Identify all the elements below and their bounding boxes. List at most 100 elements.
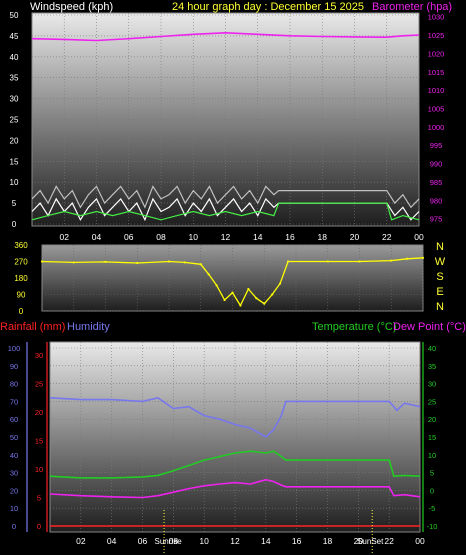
humidity-tick-label: 40 [10, 451, 18, 460]
direction-compass-label: S [436, 271, 443, 283]
direction-axis: 0 90 180 270 360 [14, 241, 28, 316]
temperature-tick-label: 25 [428, 397, 436, 406]
temperature-title: Temperature (°C) [312, 321, 396, 333]
temperature-tick-label: -10 [427, 522, 438, 531]
direction-point [358, 260, 361, 263]
bottom-series [49, 396, 421, 527]
direction-tick-label: 0 [19, 307, 24, 316]
humidity-line [49, 396, 421, 438]
wind-tick-label: 5 [12, 199, 17, 208]
direction-point [421, 256, 425, 259]
direction-point [215, 284, 218, 287]
temperature-tick-label: -5 [429, 504, 436, 513]
humidity-tick-label: 80 [10, 380, 18, 389]
time-tick-label: 04 [92, 232, 102, 242]
direction-point [390, 259, 393, 262]
humidity-tick-label: 10 [10, 504, 18, 513]
rainfall-tick-label: 20 [35, 408, 43, 417]
temperature-tick-label: 20 [428, 415, 436, 424]
direction-point [40, 260, 44, 263]
sunset-label: SunSet [357, 537, 384, 546]
direction-compass-label: N [436, 301, 444, 313]
time-tick-label: 00 [414, 232, 424, 242]
rainfall-tick-label: 15 [35, 437, 43, 446]
time-tick-label: 22 [384, 536, 394, 546]
humidity-tick-label: 0 [12, 522, 16, 531]
time-tick-label: 08 [169, 536, 179, 546]
direction-point [239, 304, 242, 307]
baro-tick-label: 1020 [428, 49, 445, 58]
humidity-tick-label: 20 [10, 486, 18, 495]
rainfall-tick-label: 25 [35, 380, 43, 389]
wind-tick-label: 50 [10, 11, 19, 20]
humidity-tick-label: 90 [10, 362, 18, 371]
time-tick-label: 06 [124, 232, 134, 242]
wind-tick-label: 10 [10, 178, 19, 187]
baro-tick-label: 985 [430, 178, 443, 187]
wind-tick-label: 20 [10, 136, 19, 145]
direction-point [136, 261, 139, 265]
rainfall-tick-label: 0 [37, 522, 41, 531]
direction-point [271, 293, 274, 296]
wind-tick-label: 30 [10, 95, 19, 104]
time-tick-label: 22 [382, 232, 392, 242]
barometer-line [31, 31, 420, 42]
time-tick-label: 00 [415, 536, 425, 546]
time-tick-label: 12 [230, 536, 240, 546]
graph-date-title: 24 hour graph day : December 15 2025 [172, 1, 364, 13]
baro-tick-label: 980 [430, 196, 443, 205]
time-tick-label: 02 [60, 232, 70, 242]
sun-markers: Sunrise SunSet [155, 510, 384, 555]
temperature-tick-label: 10 [428, 451, 436, 460]
dewpoint-line [49, 478, 421, 499]
time-tick-label: 16 [292, 536, 302, 546]
time-tick-label: 14 [253, 232, 263, 242]
time-tick-label: 10 [189, 232, 199, 242]
direction-tick-label: 360 [14, 241, 28, 250]
baro-tick-label: 995 [430, 141, 443, 150]
time-axis-top: 02 04 06 08 10 12 14 16 18 20 22 00 [60, 232, 424, 242]
temperature-tick-label: 35 [428, 362, 436, 371]
windspeed-title: Windspeed (kph) [30, 1, 113, 13]
rainfall-title: Rainfall (mm) [0, 321, 65, 333]
temp-plot-area [49, 341, 421, 533]
humidity-tick-label: 50 [10, 433, 18, 442]
time-tick-label: 04 [107, 536, 117, 546]
direction-point [255, 297, 258, 300]
wind-tick-label: 45 [10, 32, 19, 41]
temperature-tick-label: 0 [430, 486, 434, 495]
baro-tick-label: 1010 [428, 86, 445, 95]
top-series [31, 31, 420, 222]
direction-point [326, 260, 329, 263]
direction-tick-label: 270 [14, 258, 28, 267]
rainfall-tick-label: 5 [37, 494, 41, 503]
humidity-tick-label: 60 [10, 415, 18, 424]
time-tick-label: 12 [221, 232, 231, 242]
temperature-tick-label: 40 [428, 344, 436, 353]
time-tick-label: 16 [285, 232, 295, 242]
sunrise-label: Sunrise [155, 537, 183, 546]
direction-point [207, 273, 210, 276]
temperature-tick-label: 30 [428, 380, 436, 389]
wind_avg-line [31, 202, 420, 221]
direction-point [406, 257, 409, 260]
direction-point [72, 261, 75, 264]
humidity-tick-label: 30 [10, 469, 18, 478]
time-tick-label: 18 [318, 232, 328, 242]
direction-tick-label: 90 [17, 291, 26, 300]
temperature-tick-label: 5 [430, 469, 434, 478]
baro-tick-label: 1000 [428, 123, 445, 132]
top-right-axis: 975 980 985 990 995 1000 1005 1010 1015 1020 1025 1… [428, 13, 445, 224]
direction-compass-label: N [436, 241, 444, 253]
time-tick-label: 08 [156, 232, 166, 242]
humidity-tick-label: 70 [10, 397, 18, 406]
temperature-tick-label: 15 [428, 433, 436, 442]
top-left-axis: 0 5 10 15 20 25 30 35 40 45 50 [10, 11, 19, 229]
time-tick-label: 02 [76, 536, 86, 546]
baro-tick-label: 1025 [428, 31, 445, 40]
direction-point [263, 302, 266, 305]
bottom-axes: 0 10 20 30 40 50 60 70 80 90 100 0 5 10 15 20 25 30 -10 -5 0… [8, 342, 438, 532]
